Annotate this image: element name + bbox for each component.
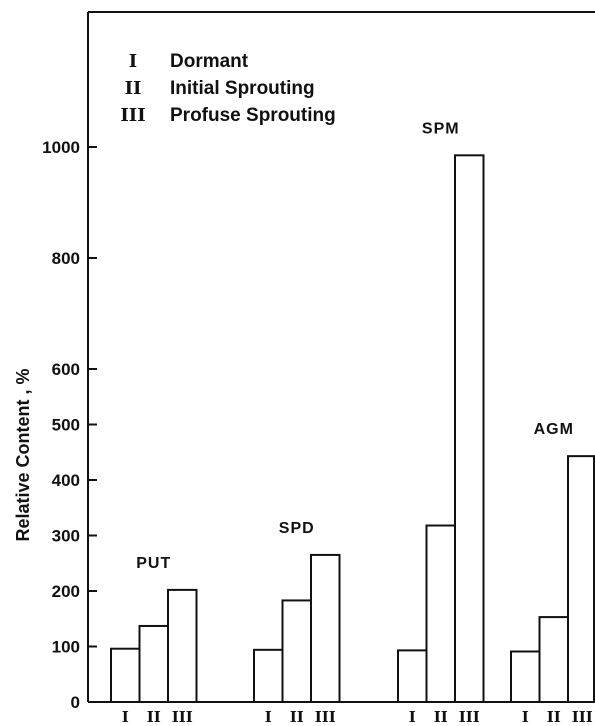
x-category-label: III <box>572 708 593 726</box>
y-axis-label: Relative Content , % <box>13 368 33 541</box>
x-category-label: I <box>409 708 416 726</box>
bar <box>425 524 456 704</box>
legend-label: Profuse Sprouting <box>170 105 336 126</box>
bar <box>567 455 595 704</box>
bar <box>538 616 569 704</box>
group-label: SPD <box>279 520 315 537</box>
legend-symbol: I <box>129 51 137 72</box>
x-category-label: II <box>434 708 448 726</box>
group-label: SPM <box>422 120 460 137</box>
x-category-label: III <box>459 708 480 726</box>
legend: I Dormant II Initial Sprouting III Profuse Sp… <box>120 51 335 126</box>
group-label: AGM <box>534 421 574 438</box>
y-tick-label: 1000 <box>42 138 80 157</box>
legend-label: Initial Sprouting <box>170 78 315 99</box>
legend-label: Dormant <box>170 51 249 72</box>
x-category-label: II <box>290 708 304 726</box>
x-category-label: I <box>522 708 529 726</box>
y-tick-label: 200 <box>52 582 80 601</box>
legend-symbol: II <box>125 78 142 99</box>
y-tick-label: 500 <box>52 416 80 435</box>
x-category-label: I <box>265 708 272 726</box>
x-category-label: II <box>547 708 561 726</box>
y-tick-label: 800 <box>52 249 80 268</box>
y-tick-label: 0 <box>71 693 80 712</box>
bar <box>110 647 141 703</box>
group-label: PUT <box>136 555 171 572</box>
axes <box>87 11 595 703</box>
y-tick-label: 600 <box>52 360 80 379</box>
bar <box>253 648 284 704</box>
y-tick-label: 400 <box>52 471 80 490</box>
bar <box>310 553 341 703</box>
x-category-label: I <box>122 708 129 726</box>
x-category-label: II <box>147 708 161 726</box>
legend-symbol: III <box>120 105 145 126</box>
bar <box>138 624 169 704</box>
x-category-label: III <box>315 708 336 726</box>
y-ticks: 0 100 200 300 400 500 600 800 1000 <box>42 138 97 712</box>
bar <box>454 154 485 703</box>
bar <box>397 649 428 704</box>
group-labels: PUT SPD SPM AGM <box>136 120 574 572</box>
bars <box>110 154 595 704</box>
category-labels: I II III I II III I II III I II III <box>122 708 593 726</box>
y-tick-label: 100 <box>52 638 80 657</box>
x-category-label: III <box>172 708 193 726</box>
bar <box>167 588 198 704</box>
y-tick-label: 300 <box>52 527 80 546</box>
bar <box>281 599 312 703</box>
bar <box>510 650 541 703</box>
